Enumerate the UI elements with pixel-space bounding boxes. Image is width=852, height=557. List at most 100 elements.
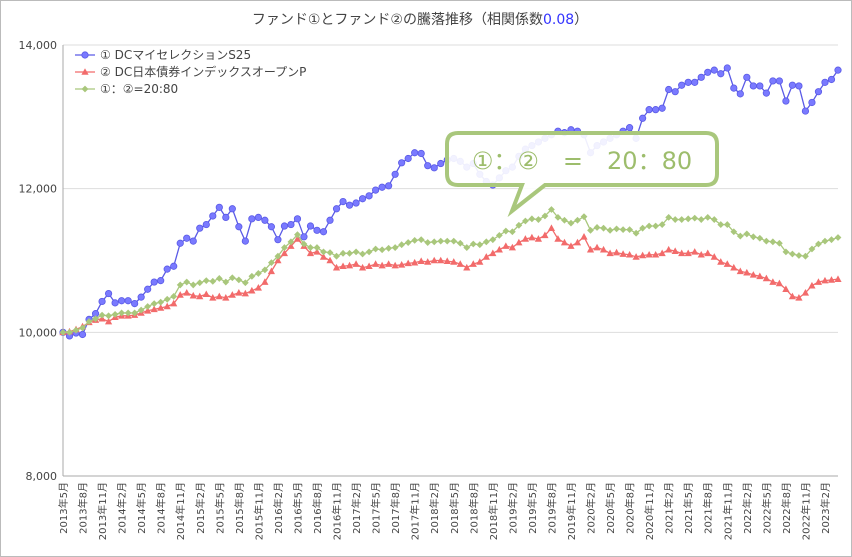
x-tick-label: 2020年2月: [585, 482, 598, 534]
data-point: [391, 244, 399, 251]
data-point: [326, 216, 334, 224]
data-point: [209, 212, 217, 220]
x-tick-label: 2014年11月: [174, 482, 187, 540]
data-point: [306, 222, 315, 230]
data-point: [678, 249, 686, 257]
data-point: [404, 239, 412, 246]
data-point: [717, 70, 725, 78]
data-point: [222, 213, 230, 221]
data-point: [104, 317, 113, 325]
data-point: [267, 267, 276, 275]
x-tick-label: 2019年8月: [545, 482, 558, 534]
data-point: [437, 159, 445, 168]
data-point: [358, 195, 367, 203]
data-point: [678, 216, 686, 223]
data-point: [170, 299, 178, 307]
data-point: [684, 249, 692, 257]
data-point: [671, 247, 679, 254]
data-point: [652, 222, 660, 230]
data-point: [704, 214, 712, 221]
data-point: [710, 253, 718, 260]
title-end: ）: [574, 12, 588, 28]
data-point: [398, 159, 406, 167]
data-point: [391, 170, 399, 178]
data-point: [202, 220, 210, 229]
data-point: [749, 271, 757, 278]
data-point: [345, 261, 354, 269]
data-point: [723, 221, 731, 228]
x-tick-label: 2015年8月: [233, 482, 246, 534]
data-point: [782, 285, 790, 293]
legend-label: ② DC日本債券インデックスオープンP: [100, 64, 306, 79]
data-point: [104, 289, 113, 298]
data-point: [730, 228, 738, 236]
data-point: [215, 203, 223, 211]
x-tick-label: 2018年8月: [467, 482, 480, 534]
data-point: [300, 240, 308, 248]
data-point: [821, 78, 829, 86]
data-point: [619, 250, 627, 257]
data-point: [235, 289, 243, 296]
x-tick-label: 2022年5月: [760, 482, 773, 534]
data-point: [736, 232, 744, 240]
data-point: [163, 302, 171, 310]
data-point: [118, 297, 126, 305]
x-tick-label: 2016年2月: [272, 482, 285, 534]
x-tick-label: 2020年5月: [604, 482, 617, 534]
data-point: [769, 77, 777, 85]
data-point: [502, 227, 510, 235]
data-point: [808, 98, 816, 107]
data-point: [345, 201, 354, 209]
data-point: [294, 231, 301, 239]
data-point: [828, 236, 835, 244]
data-point: [274, 252, 282, 260]
data-point: [547, 224, 556, 231]
data-point: [463, 263, 471, 271]
data-point: [352, 260, 360, 267]
data-point: [606, 249, 614, 257]
data-point: [489, 236, 497, 244]
data-point: [795, 294, 803, 301]
data-point: [320, 248, 327, 256]
data-point: [821, 237, 829, 245]
data-point: [404, 259, 412, 267]
data-point: [665, 214, 673, 221]
data-point: [704, 249, 712, 257]
data-point: [437, 237, 445, 245]
data-point: [131, 309, 139, 317]
data-point: [176, 239, 184, 247]
data-point: [528, 215, 536, 223]
data-point: [476, 258, 484, 265]
data-point: [215, 292, 223, 300]
x-tick-label: 2013年11月: [96, 482, 109, 540]
data-point: [313, 226, 321, 234]
data-point: [795, 82, 803, 90]
data-point: [183, 234, 191, 242]
data-point: [528, 233, 536, 241]
data-point: [417, 257, 425, 265]
x-tick-label: 2022年11月: [799, 482, 812, 540]
data-point: [567, 242, 575, 249]
data-point: [202, 277, 210, 285]
data-point: [293, 215, 302, 223]
x-tick-label: 2018年11月: [487, 482, 500, 540]
data-point: [437, 256, 445, 264]
x-tick-label: 2021年8月: [702, 482, 715, 534]
data-point: [691, 248, 699, 255]
data-point: [762, 237, 770, 245]
data-point: [78, 330, 87, 339]
data-point: [170, 262, 178, 270]
data-point: [228, 274, 236, 282]
x-tick-label: 2018年5月: [448, 482, 461, 534]
series: [59, 206, 842, 336]
data-point: [280, 222, 289, 230]
data-point: [502, 242, 510, 249]
data-point: [827, 276, 836, 283]
data-point: [456, 260, 464, 267]
x-tick-label: 2019年5月: [526, 482, 539, 534]
data-point: [450, 258, 458, 265]
data-point: [411, 258, 419, 266]
data-point: [372, 260, 380, 267]
data-point: [118, 309, 126, 317]
data-point: [743, 230, 751, 238]
